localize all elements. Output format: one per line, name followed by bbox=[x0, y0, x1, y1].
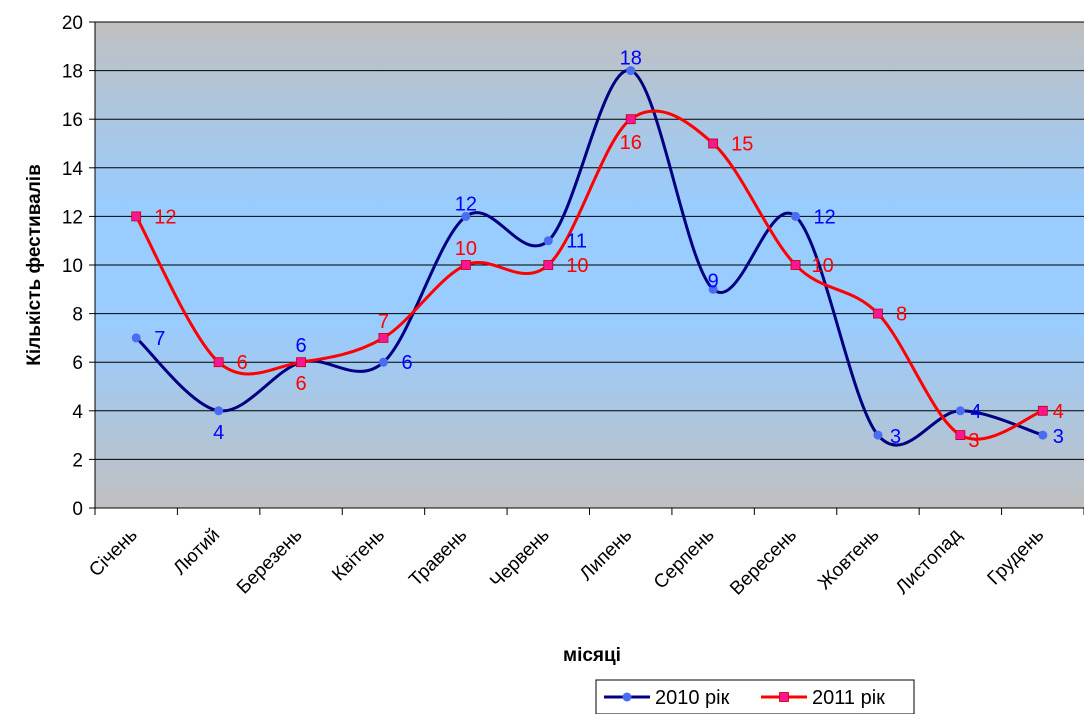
data-label: 3 bbox=[890, 426, 901, 448]
x-tick-label: Липень bbox=[576, 525, 636, 585]
legend-label-2011: 2011 рік bbox=[812, 687, 885, 709]
legend-marker-2011 bbox=[779, 692, 789, 702]
y-tick-label: 18 bbox=[62, 62, 83, 83]
data-label: 10 bbox=[812, 255, 834, 277]
data-point bbox=[1037, 405, 1048, 416]
legend-marker-2010 bbox=[622, 692, 632, 702]
x-tick-label: Березень bbox=[233, 525, 307, 599]
y-tick-label: 14 bbox=[62, 159, 84, 180]
series-line-1 bbox=[134, 109, 1044, 441]
data-point bbox=[460, 260, 471, 270]
x-axis-title: місяці bbox=[563, 645, 621, 666]
data-label: 12 bbox=[455, 193, 477, 215]
data-point bbox=[461, 211, 471, 221]
data-label: 4 bbox=[970, 401, 981, 423]
data-point bbox=[1038, 430, 1048, 440]
data-point bbox=[791, 211, 801, 221]
x-tick-label: Листопад bbox=[892, 525, 966, 599]
data-label: 9 bbox=[708, 270, 719, 292]
gridlines bbox=[95, 21, 1084, 509]
data-label: 10 bbox=[455, 238, 477, 260]
x-tick-label: Грудень bbox=[984, 525, 1049, 590]
data-label: 3 bbox=[968, 430, 979, 452]
data-point bbox=[873, 430, 883, 440]
data-label: 7 bbox=[378, 311, 389, 333]
data-label: 12 bbox=[814, 206, 836, 228]
data-point bbox=[543, 260, 554, 270]
data-point bbox=[873, 308, 883, 319]
x-tick-label: Серпень bbox=[650, 525, 719, 594]
y-tick-label: 8 bbox=[72, 305, 83, 326]
x-tick-label: Жовтень bbox=[814, 525, 883, 594]
x-tick-label: Лютий bbox=[170, 525, 225, 580]
data-label: 10 bbox=[566, 255, 588, 277]
data-label: 15 bbox=[731, 134, 753, 156]
y-tick-label: 10 bbox=[62, 256, 83, 277]
data-label: 7 bbox=[154, 328, 165, 350]
data-label: 18 bbox=[620, 48, 642, 70]
data-point bbox=[543, 236, 553, 246]
x-tick-label: Січень bbox=[85, 525, 141, 581]
y-tick-label: 20 bbox=[62, 13, 83, 34]
data-point bbox=[626, 66, 636, 76]
data-point bbox=[131, 211, 142, 222]
data-label: 16 bbox=[620, 132, 642, 154]
legend-label-2010: 2010 рік bbox=[655, 687, 730, 709]
data-point bbox=[625, 114, 636, 125]
data-label: 8 bbox=[896, 304, 907, 326]
x-tick-label: Квітень bbox=[328, 525, 389, 586]
y-tick-label: 4 bbox=[72, 402, 83, 423]
data-point bbox=[708, 138, 719, 149]
series-group bbox=[131, 66, 1048, 447]
legend: 2010 рік 2011 рік bbox=[595, 679, 915, 715]
data-point bbox=[955, 430, 966, 441]
x-tick-label: Травень bbox=[405, 525, 471, 591]
data-point bbox=[214, 406, 224, 416]
x-tick-label: Вересень bbox=[726, 525, 801, 600]
data-label: 6 bbox=[295, 373, 306, 395]
y-tick-label: 16 bbox=[62, 110, 83, 131]
data-point bbox=[708, 284, 718, 294]
data-label: 4 bbox=[1053, 401, 1064, 423]
data-label: 11 bbox=[566, 231, 587, 253]
data-point bbox=[378, 332, 389, 343]
y-tick-label: 2 bbox=[72, 450, 83, 471]
data-point bbox=[131, 333, 141, 343]
y-axis-title: Кількість фестивалів bbox=[24, 164, 45, 366]
y-tick-label: 0 bbox=[72, 499, 83, 520]
data-point bbox=[296, 357, 306, 368]
data-label: 6 bbox=[401, 352, 412, 374]
data-label: 12 bbox=[154, 206, 176, 228]
data-label: 3 bbox=[1053, 426, 1064, 448]
data-point bbox=[213, 357, 224, 368]
data-label: 6 bbox=[237, 352, 248, 374]
data-label: 4 bbox=[213, 422, 224, 444]
data-point bbox=[955, 406, 965, 416]
data-label: 6 bbox=[295, 335, 306, 357]
y-tick-label: 6 bbox=[72, 353, 83, 374]
data-point bbox=[378, 357, 388, 367]
y-tick-label: 12 bbox=[62, 207, 83, 228]
x-tick-label: Червень bbox=[486, 525, 554, 593]
data-point bbox=[790, 260, 801, 270]
